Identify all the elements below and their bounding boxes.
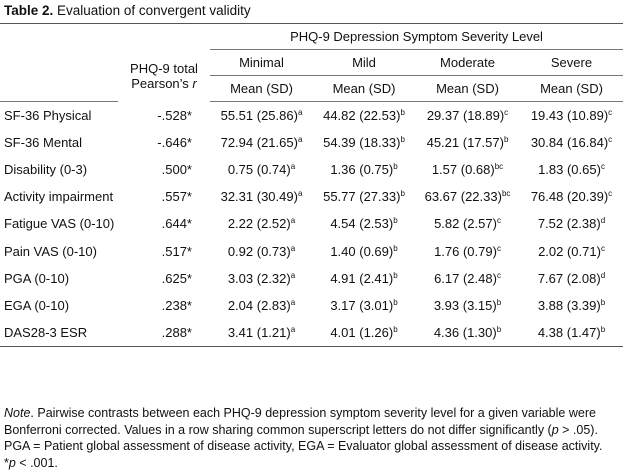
group-header: PHQ-9 Depression Symptom Severity Level [210, 24, 623, 50]
mean-sd-cell: 2.04 (2.83)a [227, 297, 296, 313]
mean-sd-cell: 1.83 (0.65)c [538, 162, 605, 178]
pearson-r: .517* [161, 243, 192, 259]
table-title: Table 2. Evaluation of convergent validi… [4, 3, 251, 18]
sub-header: Mean (SD) [313, 75, 415, 102]
table-row: EGA (0-10) .238* 2.04 (2.83)a 3.17 (3.01)b 3… [0, 292, 623, 319]
mean-sd-cell: 3.88 (3.39)b [537, 297, 606, 313]
pearson-r: .238* [161, 297, 192, 313]
variable-name: DAS28-3 ESR [0, 318, 118, 347]
mean-sd-cell: 30.84 (16.84)c [530, 135, 613, 151]
level-header: Severe [520, 49, 623, 76]
sub-header: Mean (SD) [415, 75, 520, 102]
pearson-r: .500* [161, 162, 192, 178]
table-row: DAS28-3 ESR .288* 3.41 (1.21)a 4.01 (1.26)b… [0, 318, 623, 347]
mean-sd-cell: 0.75 (0.74)a [227, 162, 296, 178]
table-row: Disability (0-3) .500* 0.75 (0.74)a 1.36 (0… [0, 156, 623, 183]
level-header: Moderate [415, 49, 520, 76]
mean-sd-cell: 4.54 (2.53)b [330, 216, 398, 232]
mean-sd-cell: 19.43 (10.89)c [530, 108, 613, 124]
sub-header: Mean (SD) [210, 75, 313, 102]
mean-sd-cell: 1.36 (0.75)b [330, 162, 398, 178]
variable-name: Activity impairment [4, 189, 114, 205]
variable-name: SF-36 Physical [4, 108, 92, 124]
variable-name: Fatigue VAS (0-10) [4, 216, 115, 232]
mean-sd-cell: 2.22 (2.52)a [227, 216, 296, 232]
mean-sd-cell: 55.77 (27.33)b [323, 189, 405, 205]
sub-header: Mean (SD) [520, 75, 623, 102]
variable-name: EGA (0-10) [4, 297, 70, 313]
r-header: PHQ-9 total Pearson’s r [130, 60, 198, 91]
pearson-r: .644* [161, 216, 192, 232]
table-row: SF-36 Mental -.646* 72.94 (21.65)a 54.39 (1… [0, 129, 623, 156]
mean-sd-cell: 72.94 (21.65)a [220, 135, 303, 151]
mean-sd-cell: 45.21 (17.57)b [426, 135, 509, 151]
pearson-r: .288* [118, 318, 210, 347]
mean-sd-cell: 1.76 (0.79)c [434, 243, 501, 259]
level-header: Minimal [210, 49, 313, 76]
mean-sd-cell: 2.02 (0.71)c [538, 243, 605, 259]
mean-sd-cell: 29.37 (18.89)c [426, 108, 509, 124]
mean-sd-cell: 4.38 (1.47)b [520, 318, 623, 347]
pearson-r: -.528* [157, 107, 192, 123]
variable-name: Pain VAS (0-10) [4, 243, 97, 259]
level-header: Mild [313, 49, 415, 76]
mean-sd-cell: 4.91 (2.41)b [330, 270, 398, 286]
mean-sd-cell: 55.51 (25.86)a [220, 108, 303, 124]
variable-name: SF-36 Mental [4, 135, 83, 151]
mean-sd-cell: 4.01 (1.26)b [313, 318, 415, 347]
mean-sd-cell: 4.36 (1.30)b [415, 318, 520, 347]
table-row: Fatigue VAS (0-10) .644* 2.22 (2.52)a 4.54 … [0, 210, 623, 237]
mean-sd-cell: 3.17 (3.01)b [330, 297, 398, 313]
mean-sd-cell: 6.17 (2.48)c [434, 270, 501, 286]
mean-sd-cell: 63.67 (22.33)bc [424, 189, 511, 205]
pearson-r: .557* [161, 189, 192, 205]
mean-sd-cell: 3.41 (1.21)a [210, 318, 313, 347]
mean-sd-cell: 3.93 (3.15)b [433, 297, 502, 313]
mean-sd-cell: 44.82 (22.53)b [323, 108, 405, 124]
mean-sd-cell: 76.48 (20.39)c [530, 189, 613, 205]
table-note: Note. Pairwise contrasts between each PH… [4, 406, 603, 470]
variable-name: PGA (0-10) [4, 270, 70, 286]
mean-sd-cell: 3.03 (2.32)a [227, 270, 296, 286]
pearson-r: .625* [161, 270, 192, 286]
table-row: Pain VAS (0-10) .517* 0.92 (0.73)a 1.40 (0.… [0, 237, 623, 264]
divider [0, 23, 623, 24]
mean-sd-cell: 7.67 (2.08)d [537, 270, 606, 286]
mean-sd-cell: 32.31 (30.49)a [220, 189, 303, 205]
validity-table: PHQ-9 Depression Symptom Severity Level … [0, 24, 623, 347]
mean-sd-cell: 1.57 (0.68)bc [431, 162, 504, 178]
mean-sd-cell: 0.92 (0.73)a [227, 243, 296, 259]
table-row: Activity impairment .557* 32.31 (30.49)a 55… [0, 183, 623, 210]
mean-sd-cell: 7.52 (2.38)d [537, 216, 606, 232]
mean-sd-cell: 54.39 (18.33)b [323, 135, 405, 151]
pearson-r: -.646* [157, 135, 192, 151]
mean-sd-cell: 1.40 (0.69)b [330, 243, 398, 259]
table-row: PGA (0-10) .625* 3.03 (2.32)a 4.91 (2.41)b 6… [0, 265, 623, 292]
table-row: SF-36 Physical -.528* 55.51 (25.86)a 44.82 … [0, 102, 623, 130]
variable-name: Disability (0-3) [4, 162, 88, 178]
mean-sd-cell: 5.82 (2.57)c [434, 216, 501, 232]
